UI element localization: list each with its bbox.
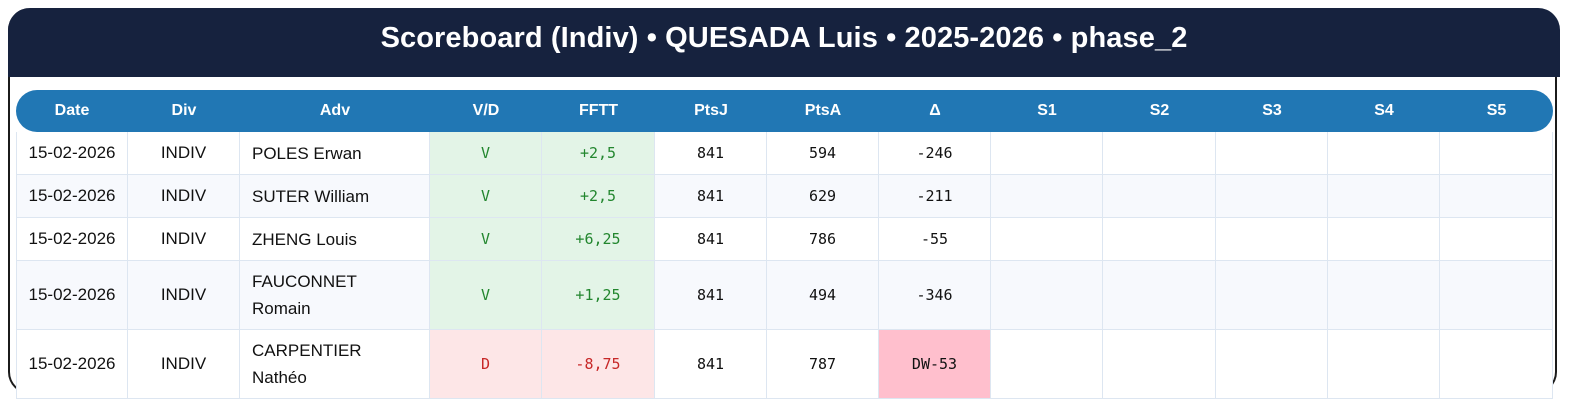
- cell-fftt: +2,5: [542, 175, 655, 218]
- cell-s2: [1103, 175, 1216, 218]
- cell-delta: -55: [879, 218, 991, 261]
- cell-s2: [1103, 218, 1216, 261]
- col-header-delta[interactable]: Δ: [879, 90, 991, 132]
- page-title: Scoreboard (Indiv) • QUESADA Luis • 2025…: [380, 22, 1188, 54]
- cell-div: INDIV: [128, 261, 240, 330]
- cell-s4: [1328, 218, 1440, 261]
- table-row: 15-02-2026 INDIV SUTER William V +2,5 84…: [16, 175, 1553, 218]
- cell-s4: [1328, 261, 1440, 330]
- cell-s5: [1440, 132, 1553, 175]
- col-header-ptsa[interactable]: PtsA: [767, 90, 879, 132]
- cell-s4: [1328, 330, 1440, 399]
- cell-date: 15-02-2026: [16, 330, 128, 399]
- cell-ptsj: 841: [655, 175, 767, 218]
- cell-fftt: +6,25: [542, 218, 655, 261]
- cell-adv: SUTER William: [240, 175, 430, 218]
- col-header-s4[interactable]: S4: [1328, 90, 1440, 132]
- cell-ptsj: 841: [655, 132, 767, 175]
- cell-ptsj: 841: [655, 261, 767, 330]
- cell-div: INDIV: [128, 218, 240, 261]
- table-header-row: Date Div Adv V/D FFTT PtsJ PtsA Δ S1 S2 …: [16, 90, 1553, 132]
- scoreboard-table: Date Div Adv V/D FFTT PtsJ PtsA Δ S1 S2 …: [16, 90, 1553, 399]
- cell-vd: V: [430, 175, 542, 218]
- cell-s3: [1216, 218, 1328, 261]
- col-header-fftt[interactable]: FFTT: [542, 90, 655, 132]
- cell-s3: [1216, 132, 1328, 175]
- adv-first-name: Nathéo: [252, 368, 307, 387]
- adv-first-name: Romain: [252, 299, 311, 318]
- cell-adv: FAUCONNET Romain: [240, 261, 430, 330]
- col-header-ptsj[interactable]: PtsJ: [655, 90, 767, 132]
- cell-vd: D: [430, 330, 542, 399]
- cell-s2: [1103, 132, 1216, 175]
- cell-date: 15-02-2026: [16, 218, 128, 261]
- cell-div: INDIV: [128, 175, 240, 218]
- cell-s3: [1216, 330, 1328, 399]
- cell-s1: [991, 261, 1103, 330]
- cell-s3: [1216, 261, 1328, 330]
- cell-fftt: -8,75: [542, 330, 655, 399]
- cell-delta: -246: [879, 132, 991, 175]
- cell-s1: [991, 330, 1103, 399]
- table-row: 15-02-2026 INDIV CARPENTIER Nathéo D -8,7…: [16, 330, 1553, 399]
- title-bar: Scoreboard (Indiv) • QUESADA Luis • 2025…: [8, 8, 1560, 77]
- col-header-date[interactable]: Date: [16, 90, 128, 132]
- cell-date: 15-02-2026: [16, 261, 128, 330]
- cell-s4: [1328, 132, 1440, 175]
- cell-s1: [991, 132, 1103, 175]
- adv-last-name: FAUCONNET: [252, 272, 357, 291]
- cell-ptsa: 594: [767, 132, 879, 175]
- cell-adv: CARPENTIER Nathéo: [240, 330, 430, 399]
- col-header-vd[interactable]: V/D: [430, 90, 542, 132]
- table-row: 15-02-2026 INDIV FAUCONNET Romain V +1,25…: [16, 261, 1553, 330]
- cell-vd: V: [430, 132, 542, 175]
- cell-s1: [991, 175, 1103, 218]
- col-header-s5[interactable]: S5: [1440, 90, 1553, 132]
- cell-fftt: +2,5: [542, 132, 655, 175]
- cell-s5: [1440, 330, 1553, 399]
- cell-div: INDIV: [128, 132, 240, 175]
- col-header-div[interactable]: Div: [128, 90, 240, 132]
- cell-s2: [1103, 261, 1216, 330]
- cell-adv: ZHENG Louis: [240, 218, 430, 261]
- cell-s1: [991, 218, 1103, 261]
- cell-ptsa: 787: [767, 330, 879, 399]
- cell-s2: [1103, 330, 1216, 399]
- cell-ptsa: 494: [767, 261, 879, 330]
- cell-ptsa: 786: [767, 218, 879, 261]
- cell-vd: V: [430, 218, 542, 261]
- col-header-s1[interactable]: S1: [991, 90, 1103, 132]
- table-row: 15-02-2026 INDIV POLES Erwan V +2,5 841 …: [16, 132, 1553, 175]
- cell-ptsa: 629: [767, 175, 879, 218]
- cell-s5: [1440, 218, 1553, 261]
- cell-delta: -346: [879, 261, 991, 330]
- col-header-s3[interactable]: S3: [1216, 90, 1328, 132]
- cell-date: 15-02-2026: [16, 132, 128, 175]
- col-header-adv[interactable]: Adv: [240, 90, 430, 132]
- cell-fftt: +1,25: [542, 261, 655, 330]
- cell-s5: [1440, 175, 1553, 218]
- cell-adv: POLES Erwan: [240, 132, 430, 175]
- col-header-s2[interactable]: S2: [1103, 90, 1216, 132]
- cell-div: INDIV: [128, 330, 240, 399]
- cell-s3: [1216, 175, 1328, 218]
- table-row: 15-02-2026 INDIV ZHENG Louis V +6,25 841…: [16, 218, 1553, 261]
- adv-last-name: CARPENTIER: [252, 341, 362, 360]
- cell-s4: [1328, 175, 1440, 218]
- cell-ptsj: 841: [655, 218, 767, 261]
- cell-date: 15-02-2026: [16, 175, 128, 218]
- cell-delta: DW-53: [879, 330, 991, 399]
- cell-delta: -211: [879, 175, 991, 218]
- cell-ptsj: 841: [655, 330, 767, 399]
- cell-vd: V: [430, 261, 542, 330]
- cell-s5: [1440, 261, 1553, 330]
